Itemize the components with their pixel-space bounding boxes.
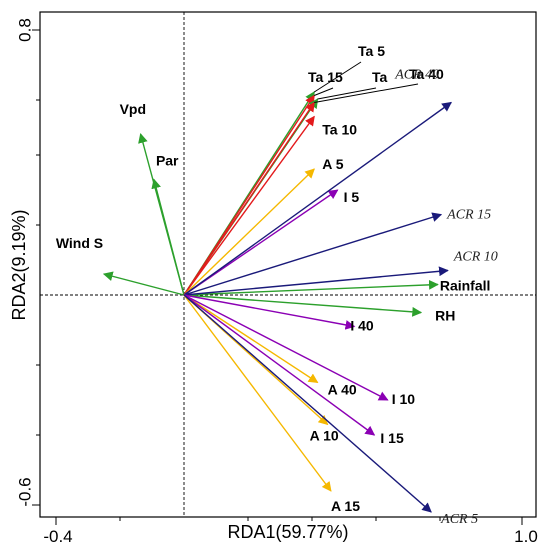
arrow-ta-10: [183, 115, 315, 296]
arrow-i-15: [183, 294, 376, 436]
arrow-label-a-15: A 15: [331, 498, 360, 514]
leader-line-ta-5: [313, 61, 362, 93]
y-axis-title: RDA2(9.19%): [9, 209, 29, 320]
arrow-label-acr-40: ACR 40: [394, 68, 439, 83]
arrow-label-i-15: I 15: [380, 430, 404, 446]
arrow-label-a-10: A 10: [310, 428, 339, 444]
arrow-rainfall: [183, 279, 439, 296]
plot-frame: [39, 11, 537, 518]
arrow-acr-5: [183, 294, 432, 513]
arrow-a-15: [183, 294, 332, 492]
arrow-rh: [183, 294, 423, 317]
arrow-label-layer: Wind S Vpd Par Rainfall RH Ta 5 Ta 15 Ta Ta 40 Ta…: [56, 43, 498, 527]
arrow-label-ta-40: Ta 40: [409, 66, 444, 82]
leader-line-ta-15: [314, 87, 334, 96]
arrow-ta-40: [183, 101, 315, 296]
arrow-label-ta-5: Ta 5: [358, 43, 385, 59]
arrow-wind-s: [102, 271, 185, 296]
arrow-label-ta: Ta: [372, 69, 388, 85]
x-tick-label-right: 1.0: [514, 527, 538, 546]
arrow-a-5: [183, 168, 315, 296]
arrow-label-vpd: Vpd: [120, 101, 146, 117]
leader-line-ta: [317, 87, 377, 100]
arrow-label-i-40: I 40: [350, 318, 374, 334]
arrow-label-acr-10: ACR 10: [453, 250, 498, 265]
arrow-label-a-40: A 40: [328, 382, 357, 398]
y-tick-label-bottom: -0.6: [15, 477, 34, 506]
arrow-label-i-5: I 5: [344, 189, 360, 205]
arrow-label-par: Par: [156, 153, 179, 169]
arrow-acr-40: [183, 101, 452, 296]
arrow-label-acr-5: ACR 5: [440, 512, 478, 527]
arrow-i-40: [183, 294, 356, 330]
arrow-label-ta-15: Ta 15: [308, 69, 343, 85]
arrow-label-rh: RH: [435, 308, 455, 324]
arrow-a-40: [183, 294, 319, 384]
arrow-label-ta-10: Ta 10: [322, 122, 357, 138]
arrow-label-a-5: A 5: [322, 156, 343, 172]
x-axis-title: RDA1(59.77%): [227, 522, 348, 542]
arrow-label-wind-s: Wind S: [56, 235, 103, 251]
arrow-acr-10: [183, 266, 449, 296]
x-tick-label-left: -0.4: [43, 527, 72, 546]
arrow-label-i-10: I 10: [392, 391, 416, 407]
arrow-i-5: [183, 189, 339, 296]
arrow-label-rainfall: Rainfall: [440, 278, 491, 294]
arrow-label-acr-15: ACR 15: [446, 208, 491, 223]
arrow-acr-15: [183, 212, 443, 296]
y-axis-ticks: [32, 29, 40, 506]
arrow-i-10: [183, 294, 389, 401]
x-axis-ticks: [55, 517, 523, 525]
arrow-layer: [102, 91, 452, 513]
leader-line-ta-40: [314, 83, 419, 103]
arrow-par: [151, 178, 185, 296]
y-tick-label-top: 0.8: [15, 18, 34, 42]
